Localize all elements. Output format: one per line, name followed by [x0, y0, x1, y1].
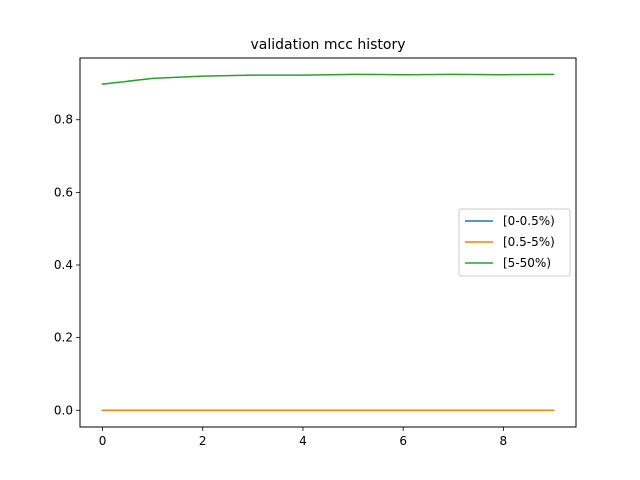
y-tick-label: 0.2 — [54, 331, 73, 345]
legend-label-0: [0-0.5%) — [503, 214, 555, 228]
x-tick-label: 6 — [399, 434, 407, 448]
x-axis: 0 2 4 6 8 — [99, 427, 507, 448]
x-tick-label: 8 — [500, 434, 508, 448]
legend-label-2: [5-50%) — [503, 256, 551, 270]
x-tick-label: 4 — [299, 434, 307, 448]
y-axis: 0.0 0.2 0.4 0.6 0.8 — [54, 113, 80, 417]
plot-frame — [79, 57, 577, 428]
legend-label-1: [0.5-5%) — [503, 235, 555, 249]
y-tick-label: 0.8 — [54, 113, 73, 127]
series-line-2 — [101, 73, 555, 85]
series-layer — [101, 73, 555, 412]
x-tick-label: 2 — [199, 434, 207, 448]
y-tick-label: 0.4 — [54, 258, 73, 272]
y-tick-label: 0.0 — [54, 403, 73, 417]
x-tick-label: 0 — [99, 434, 107, 448]
y-tick-label: 0.6 — [54, 185, 73, 199]
legend: [0-0.5%) [0.5-5%) [5-50%) — [458, 208, 571, 277]
chart-title: validation mcc history — [250, 37, 405, 53]
legend-box — [458, 208, 571, 277]
